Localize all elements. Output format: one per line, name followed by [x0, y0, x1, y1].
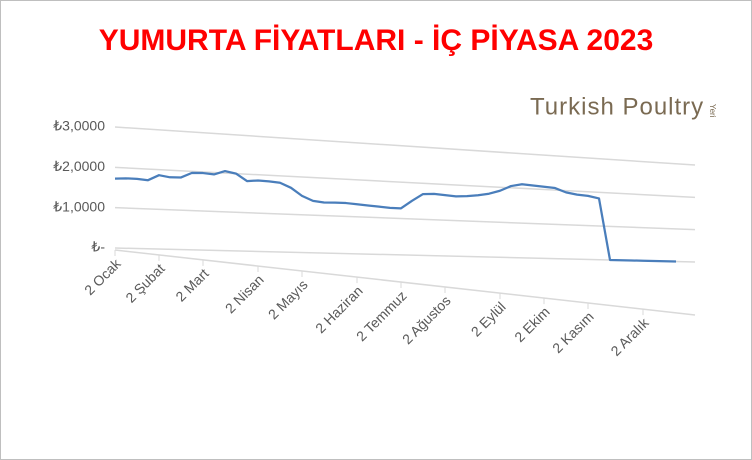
- grid-line: [114, 247, 696, 263]
- grid-line: [114, 206, 696, 231]
- y-tick-label: ₺3,0000: [53, 118, 105, 134]
- data-line: [114, 169, 677, 263]
- y-tick-label: ₺-: [91, 239, 105, 255]
- grid-line: [114, 126, 696, 166]
- y-tick-label: ₺2,0000: [53, 158, 105, 174]
- logo: Turkish Poultry: [530, 93, 704, 120]
- floor-edge: [114, 249, 696, 316]
- logo-sub: Yeri: [708, 104, 717, 118]
- y-tick-label: ₺1,0000: [53, 198, 105, 214]
- chart-title: YUMURTA FİYATLARI - İÇ PİYASA 2023: [99, 24, 654, 57]
- grid-line: [114, 166, 696, 199]
